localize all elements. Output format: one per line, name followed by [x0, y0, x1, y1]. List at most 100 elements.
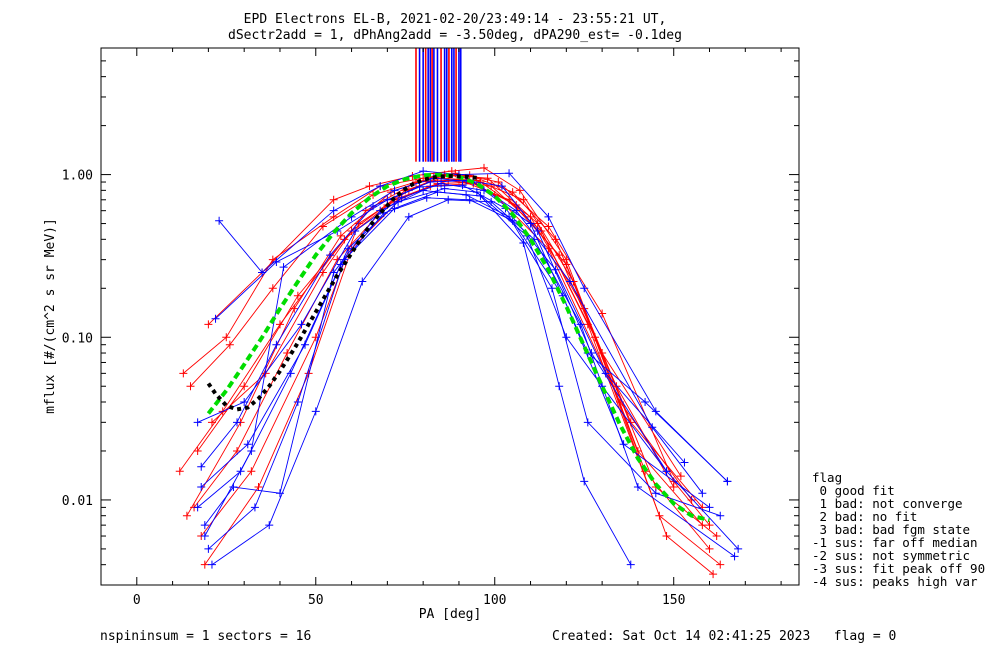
data-point-marker	[544, 222, 553, 231]
data-point-marker	[286, 369, 295, 378]
data-point-marker	[648, 423, 657, 432]
data-point-marker	[336, 260, 345, 269]
data-point-marker	[519, 195, 528, 204]
data-point-marker	[182, 511, 191, 520]
data-point-marker	[612, 382, 621, 391]
data-point-marker	[626, 418, 635, 427]
data-point-marker	[472, 188, 481, 197]
footer-right: Created: Sat Oct 14 02:41:25 2023 flag =…	[552, 629, 896, 644]
data-point-marker	[311, 407, 320, 416]
data-point-marker	[662, 532, 671, 541]
data-point-marker	[318, 268, 327, 277]
data-point-marker	[533, 227, 542, 236]
data-point-marker	[200, 560, 209, 569]
series-line	[211, 172, 710, 526]
data-point-marker	[465, 195, 474, 204]
data-point-marker	[204, 320, 213, 329]
data-point-marker	[204, 544, 213, 553]
x-tick-label: 50	[308, 593, 324, 608]
data-point-marker	[444, 176, 453, 185]
data-point-marker	[254, 483, 263, 492]
legend-item: -3 sus: fit peak off 90	[812, 561, 985, 576]
legend-header: flag	[812, 470, 842, 485]
series-line	[208, 191, 632, 565]
y-tick-label: 1.00	[62, 169, 93, 184]
series-group	[175, 163, 743, 579]
data-point-marker	[351, 227, 360, 236]
series-line	[197, 177, 710, 550]
pa-stripe-group	[415, 48, 462, 162]
data-point-marker	[626, 560, 635, 569]
fit-curve-green	[206, 172, 710, 523]
data-point-marker	[598, 349, 607, 358]
legend-item: 2 bad: no fit	[812, 509, 917, 524]
data-point-marker	[365, 182, 374, 191]
series-line	[204, 177, 703, 537]
flag-legend: flag 0 good fit 1 bad: not converge 2 ba…	[812, 470, 985, 589]
data-point-marker	[580, 284, 589, 293]
data-point-marker	[676, 472, 685, 481]
data-point-marker	[415, 182, 424, 191]
data-point-marker	[633, 483, 642, 492]
data-point-marker	[519, 238, 528, 247]
data-point-marker	[483, 174, 492, 183]
data-point-marker	[419, 186, 428, 195]
x-tick-label: 100	[483, 593, 506, 608]
data-point-marker	[207, 418, 216, 427]
data-point-marker	[200, 532, 209, 541]
data-point-marker	[705, 503, 714, 512]
fit-curve-black	[206, 173, 481, 412]
data-point-marker	[250, 503, 259, 512]
legend-item: 1 bad: not converge	[812, 496, 963, 511]
data-point-marker	[329, 195, 338, 204]
data-point-marker	[712, 532, 721, 541]
legend-item: -2 sus: not symmetric	[812, 548, 970, 563]
data-point-marker	[293, 397, 302, 406]
data-point-marker	[311, 333, 320, 342]
data-point-marker	[662, 467, 671, 476]
data-point-marker	[272, 340, 281, 349]
data-point-marker	[193, 503, 202, 512]
series-line	[197, 183, 728, 482]
data-point-marker	[680, 458, 689, 467]
series-line	[197, 197, 710, 508]
data-point-marker	[723, 477, 732, 486]
data-point-marker	[698, 521, 707, 530]
data-point-marker	[730, 552, 739, 561]
data-point-marker	[211, 314, 220, 323]
data-point-marker	[544, 212, 553, 221]
data-point-marker	[233, 418, 242, 427]
data-point-marker	[444, 195, 453, 204]
x-axis: 0 50 100 150	[100, 48, 782, 608]
data-point-marker	[705, 521, 714, 530]
data-point-marker	[551, 235, 560, 244]
data-point-marker	[422, 193, 431, 202]
series-line	[186, 174, 682, 516]
data-point-marker	[279, 263, 288, 272]
x-tick-label: 0	[133, 593, 141, 608]
y-tick-label: 0.01	[62, 494, 93, 509]
data-point-marker	[451, 169, 460, 178]
data-point-marker	[433, 188, 442, 197]
series-line	[204, 189, 721, 526]
data-point-marker	[526, 219, 535, 228]
data-point-marker	[290, 304, 299, 313]
data-point-marker	[551, 265, 560, 274]
data-point-marker	[716, 560, 725, 569]
data-point-marker	[197, 462, 206, 471]
chart-title-line1: EPD Electrons EL-B, 2021-02-20/23:49:14 …	[244, 12, 667, 27]
data-point-marker	[225, 340, 234, 349]
data-point-marker	[580, 477, 589, 486]
x-axis-label: PA [deg]	[419, 607, 482, 622]
data-point-marker	[265, 521, 274, 530]
data-point-marker	[326, 251, 335, 260]
data-point-marker	[318, 222, 327, 231]
data-point-marker	[583, 418, 592, 427]
data-point-marker	[240, 382, 249, 391]
footer-left: nspininsum = 1 sectors = 16	[100, 629, 311, 644]
data-point-marker	[222, 333, 231, 342]
data-point-marker	[705, 544, 714, 553]
y-tick-label: 0.10	[62, 331, 93, 346]
data-point-marker	[272, 258, 281, 267]
